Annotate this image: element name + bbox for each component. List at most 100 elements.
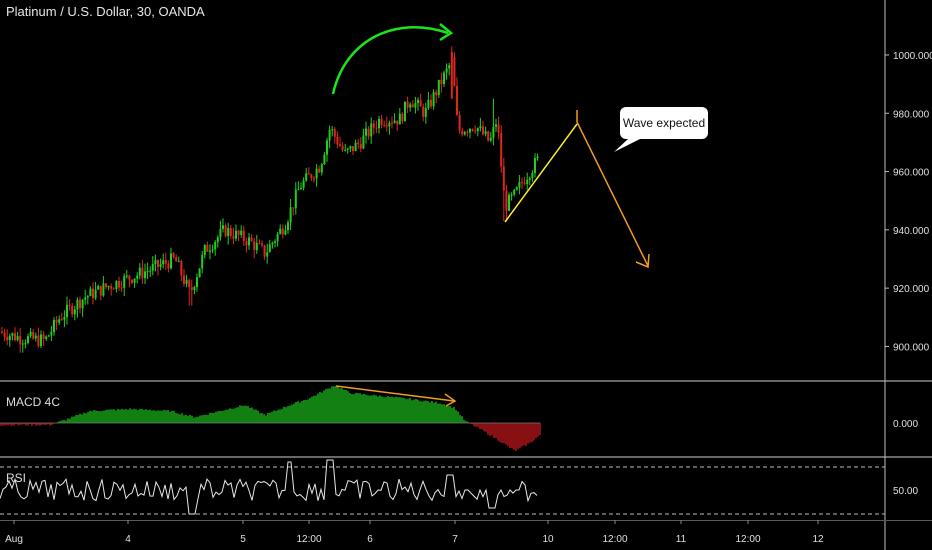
candle-body [125, 275, 128, 277]
candle-body [466, 132, 469, 134]
candle-body [138, 267, 141, 276]
candle-body [53, 319, 55, 332]
candle-body [315, 168, 318, 179]
rsi-tick-label: 50.00 [893, 486, 918, 497]
candle-body [500, 132, 503, 167]
candle-body [203, 244, 206, 255]
candle-body [89, 288, 92, 297]
candle-body [393, 120, 396, 123]
candle-body [214, 242, 217, 250]
candle-body [149, 270, 152, 272]
candle-body [515, 187, 518, 190]
candle-body [68, 304, 71, 306]
candle-body [84, 297, 87, 300]
candle-body [157, 260, 159, 267]
candle-body [105, 283, 107, 288]
candle-body [354, 142, 357, 152]
candle-body [185, 280, 188, 284]
time-tick-label: 10 [542, 534, 554, 545]
candle-body [188, 280, 191, 288]
candle-body [45, 336, 48, 339]
macd-pane [0, 386, 541, 451]
candle-body [357, 142, 360, 144]
candle-body [37, 335, 40, 346]
candle-body [305, 173, 308, 181]
green-arc-arrowhead [439, 23, 454, 42]
rsi-label: RSI [6, 471, 27, 485]
candle-body [344, 149, 347, 151]
candle-body [63, 317, 66, 320]
candle-body [107, 286, 110, 288]
candle-body [352, 146, 354, 152]
candle-body [92, 288, 94, 299]
rsi-pane [0, 459, 885, 515]
candle-body [193, 287, 196, 290]
candle-body [123, 276, 126, 288]
chart-title: Platinum / U.S. Dollar, 30, OANDA [6, 4, 205, 19]
candle-body [300, 187, 302, 190]
candle-body [513, 189, 516, 195]
candle-body [448, 65, 451, 69]
candle-body [378, 118, 380, 129]
candle-body [326, 140, 328, 155]
candle-body [497, 124, 500, 133]
candle-body [437, 79, 440, 96]
candle-body [141, 267, 144, 279]
candle-body [154, 260, 157, 265]
candle-body [21, 343, 24, 345]
price-pane [1, 46, 539, 353]
candle-body [323, 154, 326, 165]
candle-body [401, 113, 404, 122]
candle-body [502, 166, 505, 191]
candle-body [227, 228, 230, 237]
candle-body [222, 225, 224, 229]
candle-body [318, 168, 321, 173]
candle-body [8, 336, 11, 341]
candle-body [159, 264, 162, 267]
time-tick-label: Aug [5, 534, 23, 545]
candle-body [120, 287, 123, 289]
candle-body [411, 104, 414, 108]
candle-body [521, 182, 523, 184]
candle-body [175, 256, 178, 262]
candle-body [528, 178, 531, 180]
candle-body [391, 122, 393, 124]
candle-body [94, 289, 97, 299]
candle-body [432, 92, 435, 107]
candle-body [495, 124, 497, 127]
candle-body [427, 99, 430, 108]
candle-body [443, 72, 445, 85]
candle-body [388, 122, 391, 127]
candle-body [469, 128, 471, 133]
candle-body [268, 244, 271, 253]
candle-body [505, 190, 508, 211]
candle-body [261, 243, 263, 246]
candle-body [79, 299, 81, 309]
drawings [331, 23, 650, 407]
candle-body [76, 299, 79, 310]
candle-body [440, 79, 443, 85]
candle-body [81, 299, 84, 309]
candle-body [294, 189, 297, 209]
candle-body [55, 319, 58, 323]
candle-body [11, 333, 14, 337]
price-tick-label: 900.000 [893, 342, 930, 353]
candle-body [6, 336, 9, 341]
candle-body [307, 173, 310, 175]
candle-body [40, 334, 42, 346]
candle-body [417, 99, 419, 104]
candle-body [430, 99, 432, 107]
candle-body [435, 92, 438, 96]
candle-body [333, 129, 336, 137]
candle-body [398, 113, 401, 125]
candle-body [289, 207, 292, 223]
candle-body [359, 143, 362, 149]
candle-body [219, 228, 222, 238]
candle-body [112, 288, 115, 290]
time-tick-label: 12:00 [735, 534, 760, 545]
candle-body [404, 101, 406, 122]
candle-body [172, 253, 175, 257]
candle-body [198, 268, 201, 278]
